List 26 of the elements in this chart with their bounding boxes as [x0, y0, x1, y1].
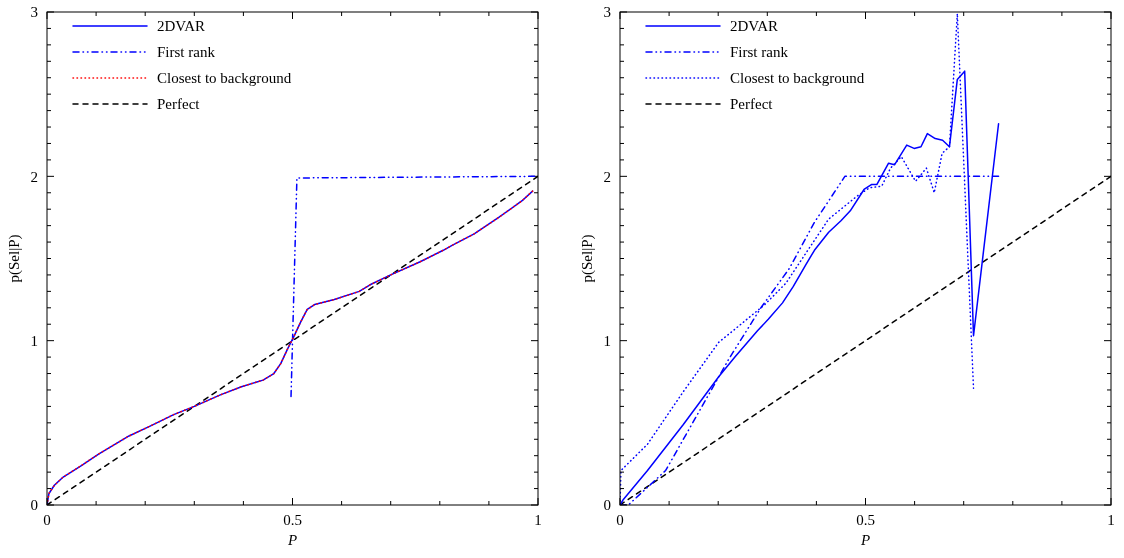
- x-axis-title: P: [859, 532, 871, 548]
- legend-label: Closest to background: [157, 70, 292, 87]
- legend-label: Perfect: [157, 96, 201, 113]
- legend-label: First rank: [157, 44, 216, 61]
- y-axis-title: p(Sel|P): [579, 234, 596, 283]
- x-tick-label: 0.5: [283, 512, 302, 528]
- x-axis-title: P: [286, 532, 298, 548]
- y-tick-label: 1: [603, 332, 611, 349]
- y-tick-label: 2: [30, 168, 38, 185]
- y-tick-label: 3: [603, 4, 611, 21]
- x-tick-label: 0: [616, 512, 624, 528]
- x-tick-label: 1: [534, 512, 542, 528]
- y-tick-label: 2: [603, 168, 611, 185]
- y-tick-label: 3: [30, 4, 38, 21]
- legend-label: First rank: [730, 44, 789, 61]
- y-tick-label: 0: [30, 497, 38, 514]
- x-tick-label: 1: [1107, 512, 1115, 528]
- legend-label: Closest to background: [730, 70, 865, 87]
- x-tick-label: 0.5: [856, 512, 875, 528]
- legend-label: Perfect: [730, 96, 774, 113]
- legend-label: 2DVAR: [157, 18, 206, 35]
- y-tick-label: 0: [603, 497, 611, 514]
- y-tick-label: 1: [30, 332, 38, 349]
- y-axis-title: p(Sel|P): [6, 234, 23, 283]
- legend-label: 2DVAR: [730, 18, 779, 35]
- x-tick-label: 0: [43, 512, 51, 528]
